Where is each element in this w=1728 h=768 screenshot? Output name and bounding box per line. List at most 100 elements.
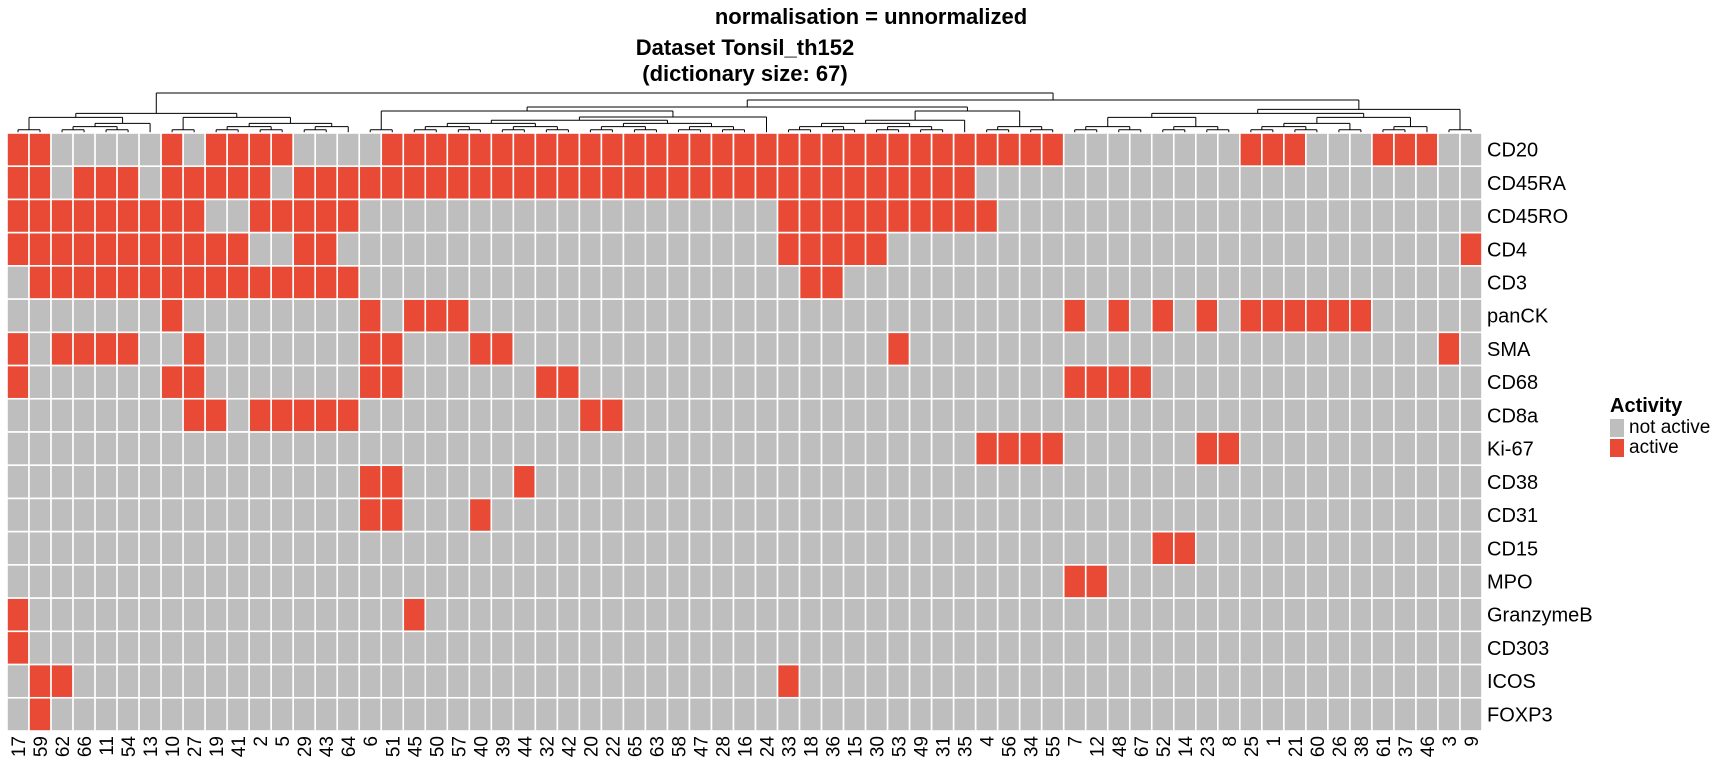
heatmap-cell bbox=[94, 431, 118, 467]
heatmap-cell bbox=[908, 331, 933, 367]
heatmap-cell bbox=[886, 630, 911, 666]
heatmap-cell bbox=[292, 497, 317, 533]
heatmap-cell bbox=[490, 696, 515, 732]
heatmap-cell bbox=[292, 298, 317, 334]
heatmap-cell bbox=[1459, 364, 1483, 400]
heatmap-cell bbox=[468, 298, 493, 334]
heatmap-cell bbox=[798, 564, 823, 599]
heatmap-cell bbox=[248, 165, 272, 201]
column-label: 9 bbox=[1462, 736, 1483, 747]
heatmap-cell bbox=[1172, 530, 1197, 566]
heatmap-cell bbox=[798, 696, 823, 732]
heatmap-cell bbox=[556, 464, 581, 500]
column-dendrogram bbox=[17, 92, 1472, 133]
heatmap-cell bbox=[204, 663, 228, 699]
heatmap-cell bbox=[1040, 331, 1065, 367]
heatmap-cell bbox=[402, 497, 427, 533]
heatmap-cell bbox=[710, 630, 735, 666]
heatmap-cell bbox=[248, 497, 272, 533]
heatmap-cell bbox=[534, 597, 559, 633]
heatmap-cell bbox=[226, 265, 250, 300]
heatmap-cell bbox=[556, 265, 581, 300]
heatmap-cell bbox=[600, 364, 625, 400]
heatmap-cell bbox=[622, 431, 647, 467]
heatmap-cell bbox=[1084, 397, 1109, 433]
heatmap-cell bbox=[776, 397, 801, 433]
heatmap-cell bbox=[226, 431, 250, 467]
heatmap-cell bbox=[1327, 663, 1351, 699]
heatmap-cell bbox=[468, 132, 493, 168]
column-label: 38 bbox=[1352, 736, 1373, 757]
heatmap-cell bbox=[996, 397, 1021, 433]
heatmap-cell bbox=[1195, 298, 1219, 334]
heatmap-cell bbox=[446, 298, 471, 334]
heatmap-cell bbox=[248, 331, 272, 367]
heatmap-cell bbox=[226, 597, 250, 633]
heatmap-cell bbox=[116, 696, 140, 732]
heatmap-cell bbox=[468, 198, 493, 234]
heatmap-cell bbox=[402, 265, 427, 300]
heatmap-cell bbox=[1437, 397, 1461, 433]
heatmap-cell bbox=[424, 265, 449, 300]
heatmap-cell bbox=[490, 530, 515, 566]
heatmap-cell bbox=[908, 132, 933, 168]
column-label: 25 bbox=[1242, 736, 1263, 757]
heatmap-cell bbox=[72, 198, 96, 234]
heatmap-cell bbox=[380, 530, 405, 566]
heatmap-cell bbox=[160, 298, 184, 334]
heatmap-cell bbox=[160, 530, 184, 566]
column-label: 44 bbox=[515, 736, 536, 758]
heatmap-cell bbox=[864, 696, 889, 732]
heatmap-cell bbox=[754, 530, 779, 566]
heatmap-cell bbox=[358, 431, 383, 467]
heatmap-cell bbox=[468, 564, 493, 599]
heatmap-cell bbox=[1393, 265, 1417, 300]
column-label: 26 bbox=[1330, 736, 1351, 757]
heatmap-cell bbox=[1415, 198, 1439, 234]
heatmap-cell bbox=[1261, 597, 1285, 633]
heatmap-cell bbox=[732, 696, 757, 732]
heatmap-cell bbox=[270, 198, 294, 234]
heatmap-cell bbox=[578, 696, 603, 732]
heatmap-cell bbox=[50, 564, 74, 599]
heatmap-cell bbox=[336, 497, 361, 533]
heatmap-cell bbox=[160, 165, 184, 201]
heatmap-cell bbox=[358, 597, 383, 633]
heatmap-cell bbox=[952, 331, 977, 367]
heatmap-cell bbox=[116, 132, 140, 168]
row-label: CD45RA bbox=[1487, 173, 1567, 195]
heatmap-cell bbox=[534, 397, 559, 433]
column-labels: 17 59 62 66 11 54 13 10 27 19 41 2 5 29 43 64 6 51 45 50 57 4… bbox=[9, 736, 1483, 758]
heatmap-cell bbox=[182, 364, 206, 400]
heatmap-cell bbox=[512, 364, 537, 400]
heatmap-cell bbox=[50, 165, 74, 201]
heatmap-cell bbox=[1415, 132, 1439, 168]
heatmap-cell bbox=[6, 132, 30, 168]
heatmap-cell bbox=[1415, 663, 1439, 699]
heatmap-cell bbox=[1128, 663, 1153, 699]
heatmap-cell bbox=[688, 364, 713, 400]
heatmap-cell bbox=[578, 265, 603, 300]
heatmap-cell bbox=[820, 364, 845, 400]
heatmap-cell bbox=[490, 663, 515, 699]
heatmap-cell bbox=[380, 165, 405, 201]
heatmap-cell bbox=[380, 298, 405, 334]
heatmap-cell bbox=[1327, 696, 1351, 732]
heatmap-cell bbox=[1106, 397, 1131, 433]
heatmap-cell bbox=[292, 663, 317, 699]
heatmap-cell bbox=[468, 663, 493, 699]
heatmap-cell bbox=[160, 464, 184, 500]
heatmap-cell bbox=[996, 530, 1021, 566]
heatmap-cell bbox=[1371, 265, 1395, 300]
heatmap-cell bbox=[468, 331, 493, 367]
heatmap-cell bbox=[292, 397, 317, 433]
heatmap-cell bbox=[1217, 663, 1241, 699]
heatmap-cell bbox=[1106, 265, 1131, 300]
column-label: 16 bbox=[736, 736, 757, 757]
heatmap-cell bbox=[1084, 564, 1109, 599]
heatmap-cell bbox=[578, 597, 603, 633]
heatmap-cell bbox=[336, 696, 361, 732]
heatmap-cell bbox=[72, 265, 96, 300]
heatmap-cell bbox=[490, 597, 515, 633]
heatmap-cell bbox=[754, 198, 779, 234]
